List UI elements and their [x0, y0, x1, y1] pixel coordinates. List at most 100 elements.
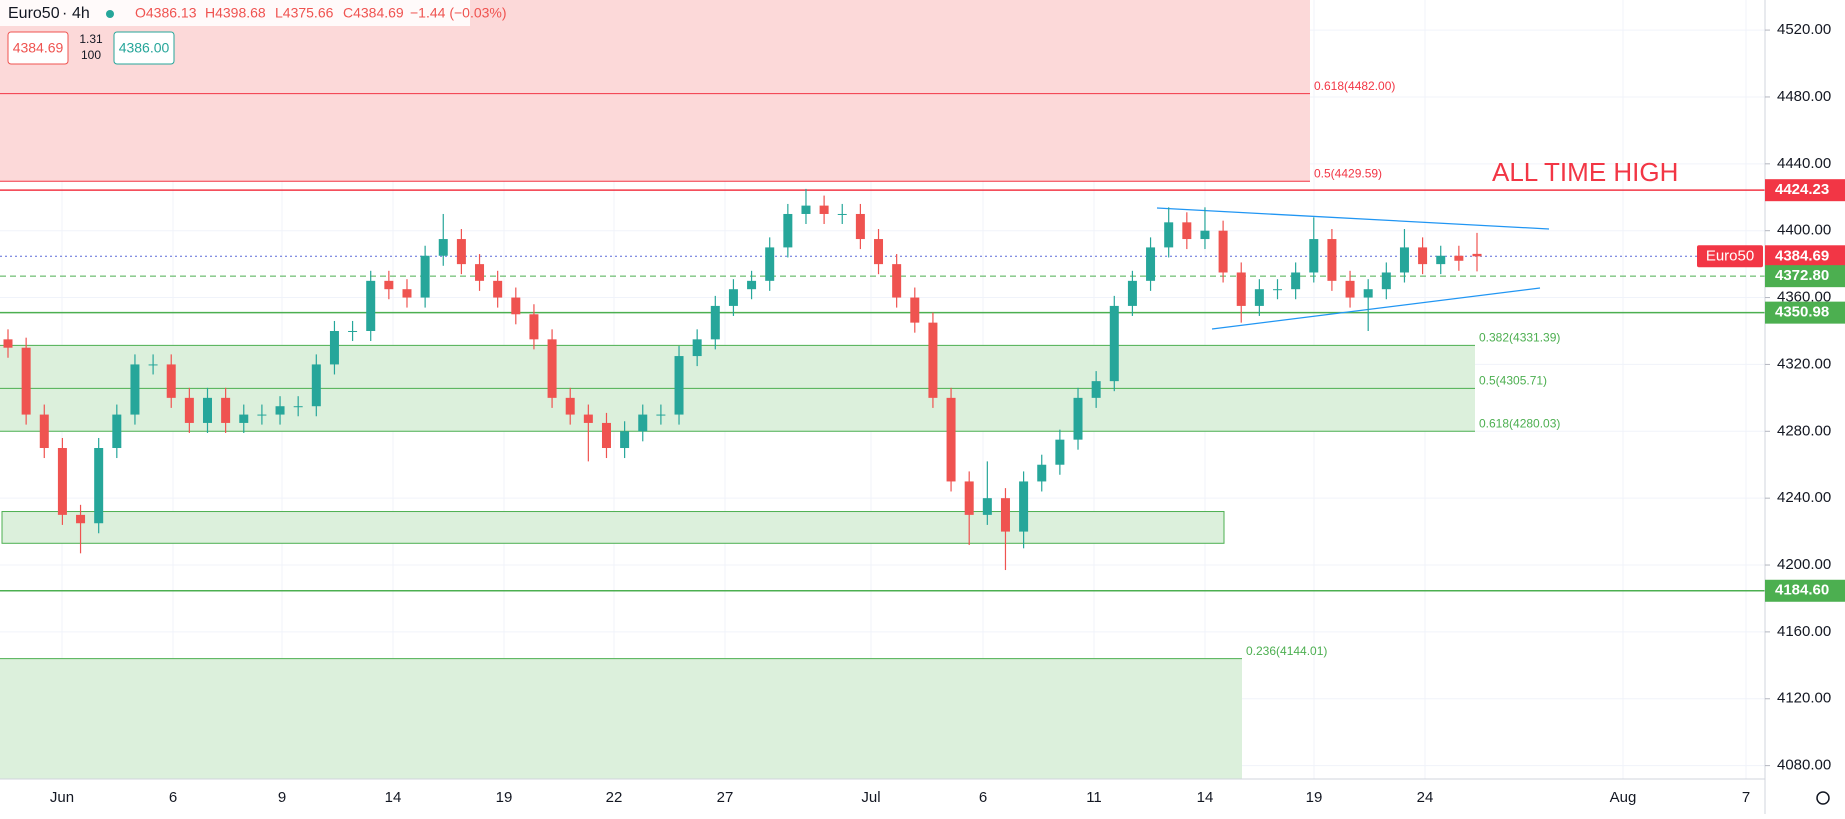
candle-body	[765, 247, 775, 281]
candle-body	[1381, 272, 1391, 290]
buy-button[interactable]	[113, 31, 175, 65]
y-tick-label: 4240.00	[1777, 489, 1831, 506]
candle-body	[783, 213, 793, 248]
fib-label: 0.5(4429.59)	[1314, 166, 1382, 180]
candle-body	[420, 255, 430, 298]
y-tick-label: 4320.00	[1777, 355, 1831, 372]
candle-body	[1218, 230, 1228, 273]
price-tag	[1765, 579, 1845, 602]
y-tick-label: 4360.00	[1777, 289, 1831, 306]
x-tick-label: 6	[169, 789, 177, 806]
price-tag	[1765, 265, 1845, 288]
status-dot	[106, 10, 114, 18]
ohlc-low: L4375.66	[275, 5, 334, 21]
symbol-tag	[1697, 245, 1763, 268]
x-tick-label: 14	[385, 789, 402, 806]
separator: ·	[62, 5, 67, 22]
candle-body	[1019, 481, 1029, 532]
fib-label: 0.618(4280.03)	[1479, 416, 1560, 430]
candle-body	[402, 289, 412, 298]
candle-body	[1327, 239, 1337, 281]
x-tick-label: 11	[1086, 789, 1102, 806]
symbol-tag-label: Euro50	[1706, 247, 1754, 264]
candle-body	[438, 239, 448, 256]
candle-body	[257, 414, 267, 416]
y-tick-label: 4120.00	[1777, 690, 1831, 707]
candle-body	[1254, 289, 1264, 306]
x-tick-label: 19	[496, 789, 513, 806]
candle-body	[166, 364, 176, 398]
x-tick-label: 24	[1417, 789, 1434, 806]
candle-body	[946, 397, 956, 482]
candle-body	[692, 339, 702, 357]
settings-icon[interactable]	[1816, 791, 1830, 805]
buy-price: 4386.00	[119, 40, 170, 56]
y-tick-label: 4080.00	[1777, 757, 1831, 774]
y-tick-label: 4400.00	[1777, 222, 1831, 239]
candle-body	[1291, 272, 1301, 290]
ohlc-open: O4386.13	[135, 5, 197, 21]
candle-body	[1000, 498, 1010, 532]
spread: 1.31	[79, 32, 103, 46]
candle-body	[329, 330, 339, 365]
candle-body	[94, 448, 104, 524]
candle-body	[964, 481, 974, 515]
candle-body	[1037, 464, 1047, 482]
price-tag-label: 4372.80	[1775, 267, 1829, 284]
candle-body	[928, 322, 938, 398]
symbol: Euro50	[8, 5, 60, 22]
x-tick-label: 22	[606, 789, 623, 806]
candle-body	[1436, 255, 1446, 265]
candle-body	[366, 280, 376, 331]
candle-body	[348, 330, 358, 332]
candle-body	[892, 264, 902, 298]
candle-body	[456, 239, 466, 265]
candle-body	[837, 213, 847, 215]
candle-body	[1182, 222, 1192, 240]
interval: 4h	[72, 5, 90, 22]
candle-body	[112, 414, 122, 449]
candle-body	[1454, 255, 1464, 261]
candle-body	[529, 314, 539, 340]
quantity[interactable]: 100	[81, 48, 101, 62]
candle-body	[1399, 247, 1409, 273]
candle-body	[601, 422, 611, 449]
candle-body	[3, 339, 13, 348]
candle-body	[583, 414, 593, 423]
candle-body	[819, 205, 829, 214]
fib-label: 0.618(4482.00)	[1314, 79, 1395, 93]
price-tag-label: 4350.98	[1775, 304, 1829, 321]
legend-bg	[0, 0, 470, 26]
candle-body	[638, 414, 648, 432]
candle-body	[710, 305, 720, 340]
candle-body	[493, 280, 503, 298]
candle-body	[275, 406, 285, 415]
candle-body	[1146, 247, 1156, 281]
candle-body	[1164, 222, 1174, 248]
candle-body	[1472, 253, 1482, 257]
candle-body	[1055, 439, 1065, 465]
candle-body	[910, 297, 920, 323]
candle-body	[1073, 397, 1083, 440]
candle-body	[1236, 272, 1246, 306]
candle-body	[1363, 289, 1373, 298]
candle-body	[1109, 305, 1119, 382]
trendline	[1156, 207, 1550, 230]
y-tick-label: 4160.00	[1777, 623, 1831, 640]
price-tag-label: 4384.69	[1775, 247, 1829, 264]
candle-body	[855, 213, 865, 240]
candle-body	[982, 498, 992, 515]
candle-body	[1345, 280, 1355, 298]
x-tick-label: 19	[1306, 789, 1323, 806]
ohlc-high: H4398.68	[205, 5, 266, 21]
y-tick-label: 4280.00	[1777, 422, 1831, 439]
x-tick-label: Jul	[861, 789, 880, 806]
candle-body	[565, 397, 575, 415]
price-tag-label: 4424.23	[1775, 181, 1829, 198]
candle-body	[148, 364, 158, 366]
candle-body	[1418, 247, 1428, 265]
x-tick-label: 14	[1197, 789, 1214, 806]
price-tag	[1765, 301, 1845, 324]
sell-button[interactable]	[7, 31, 69, 65]
annotation: ALL TIME HIGH	[1492, 157, 1678, 187]
